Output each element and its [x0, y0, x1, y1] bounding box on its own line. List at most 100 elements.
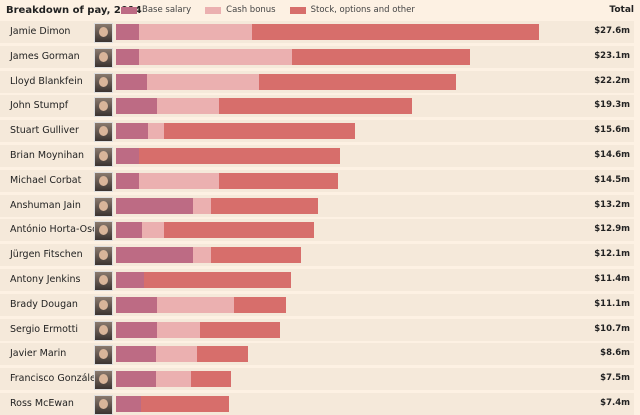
bar-segment-cash-bonus: [142, 222, 164, 239]
total-value: $10.7m: [594, 323, 630, 334]
person-photo: [94, 171, 113, 192]
legend-label: Base salary: [142, 5, 192, 15]
bar-row: Francisco González $7.5m: [0, 368, 634, 391]
total-header: Total: [609, 5, 634, 15]
person-name: Francisco González: [10, 373, 101, 385]
bar-segment-stock: [218, 98, 412, 115]
bar-row: Lloyd Blankfein $22.2m: [0, 70, 634, 93]
bar-segment-base-salary: [116, 98, 158, 115]
bar-segment-cash-bonus: [192, 197, 212, 214]
person-name: Ross McEwan: [10, 398, 74, 409]
person-photo: [94, 221, 113, 242]
bar-segment-base-salary: [116, 24, 139, 40]
total-value: $7.4m: [600, 398, 630, 408]
bar-segment-stock: [163, 222, 314, 239]
total-value: $15.6m: [594, 125, 630, 136]
legend-swatch: [289, 6, 306, 14]
bar-row: Antony Jenkins $11.4m: [0, 269, 634, 291]
person-name: Anshuman Jain: [10, 199, 81, 211]
total-value: $12.9m: [594, 224, 630, 235]
person-photo: [94, 122, 113, 143]
bar-segment-cash-bonus: [148, 123, 164, 140]
person-photo: [94, 47, 113, 68]
bar-segment-base-salary: [116, 396, 141, 412]
bar-segment-base-salary: [116, 222, 143, 239]
person-name: Lloyd Blankfein: [10, 75, 83, 87]
bar-segment-stock: [234, 296, 287, 313]
person-photo: [94, 246, 113, 267]
bar-segment-base-salary: [116, 148, 139, 164]
bar-segment-stock: [140, 396, 230, 412]
person-name: Jürgen Fitschen: [10, 249, 83, 261]
bar-segment-cash-bonus: [138, 172, 219, 189]
total-value: $8.6m: [600, 348, 630, 359]
bar-segment-cash-bonus: [192, 247, 212, 264]
bar-segment-cash-bonus: [155, 346, 198, 363]
total-value: $22.2m: [594, 75, 630, 86]
bar-segment-stock: [163, 123, 356, 140]
chart-title: Breakdown of pay, 2014: [6, 5, 142, 16]
total-value: $11.4m: [594, 274, 630, 284]
bar-segment-base-salary: [116, 172, 139, 189]
legend-label: Cash bonus: [226, 5, 276, 15]
bar-row: Jamie Dimon $27.6m: [0, 21, 634, 43]
legend-item: Stock, options and other: [289, 5, 415, 15]
bar-row: Jürgen Fitschen $12.1m: [0, 244, 634, 267]
bar-segment-base-salary: [116, 123, 149, 140]
person-name: Brady Dougan: [10, 298, 78, 310]
total-value: $27.6m: [594, 26, 630, 36]
bar-segment-stock: [191, 371, 231, 388]
bar-segment-base-salary: [116, 346, 156, 363]
total-value: $13.2m: [594, 199, 630, 210]
bar-segment-stock: [197, 346, 248, 363]
bar-segment-cash-bonus: [138, 24, 253, 40]
person-name: Brian Moynihan: [10, 150, 85, 161]
total-value: $14.5m: [594, 174, 630, 185]
person-name: Javier Marin: [10, 348, 67, 360]
person-photo: [94, 23, 113, 43]
total-value: $19.3m: [594, 100, 630, 111]
person-name: Stuart Gulliver: [10, 125, 79, 137]
bar-segment-stock: [143, 272, 291, 288]
person-photo: [94, 271, 113, 291]
bar-row: Sergio Ermotti $10.7m: [0, 318, 634, 341]
person-photo: [94, 395, 113, 415]
person-photo: [94, 320, 113, 341]
person-photo: [94, 72, 113, 93]
bar-segment-stock: [138, 148, 340, 164]
bar-row: Anshuman Jain $13.2m: [0, 194, 634, 217]
bar-row: Ross McEwan $7.4m: [0, 393, 634, 415]
bar-segment-stock: [200, 321, 281, 338]
bar-row: Brian Moynihan $14.6m: [0, 145, 634, 167]
bar-segment-base-salary: [116, 247, 193, 264]
bar-row: Brady Dougan $11.1m: [0, 293, 634, 316]
bar-segment-stock: [218, 172, 339, 189]
bar-segment-cash-bonus: [157, 321, 201, 338]
person-name: António Horta-Osório: [10, 224, 111, 236]
legend-item: Base salary: [121, 5, 191, 15]
bar-segment-stock: [292, 48, 471, 65]
person-name: John Stumpf: [10, 100, 69, 112]
total-value: $11.1m: [594, 298, 630, 309]
bar-row: James Gorman $23.1m: [0, 45, 634, 68]
total-value: $14.6m: [594, 150, 630, 160]
bar-segment-base-salary: [116, 272, 144, 288]
total-value: $7.5m: [600, 373, 630, 384]
bar-segment-base-salary: [116, 371, 156, 388]
person-name: Sergio Ermotti: [10, 323, 79, 335]
legend: Base salary Cash bonus Stock, options and …: [121, 5, 415, 15]
bar-row: Javier Marin $8.6m: [0, 343, 634, 366]
total-value: $23.1m: [594, 50, 630, 61]
bar-segment-cash-bonus: [155, 371, 192, 388]
legend-swatch: [205, 6, 222, 14]
bar-segment-stock: [258, 73, 457, 90]
person-photo: [94, 196, 113, 217]
bar-segment-base-salary: [116, 48, 139, 65]
bar-segment-cash-bonus: [157, 296, 235, 313]
person-photo: [94, 345, 113, 366]
bar-segment-stock: [211, 197, 319, 214]
bar-segment-base-salary: [116, 321, 158, 338]
bar-row: Stuart Gulliver $15.6m: [0, 120, 634, 143]
bar-segment-stock: [211, 247, 302, 264]
bar-row: Michael Corbat $14.5m: [0, 169, 634, 192]
